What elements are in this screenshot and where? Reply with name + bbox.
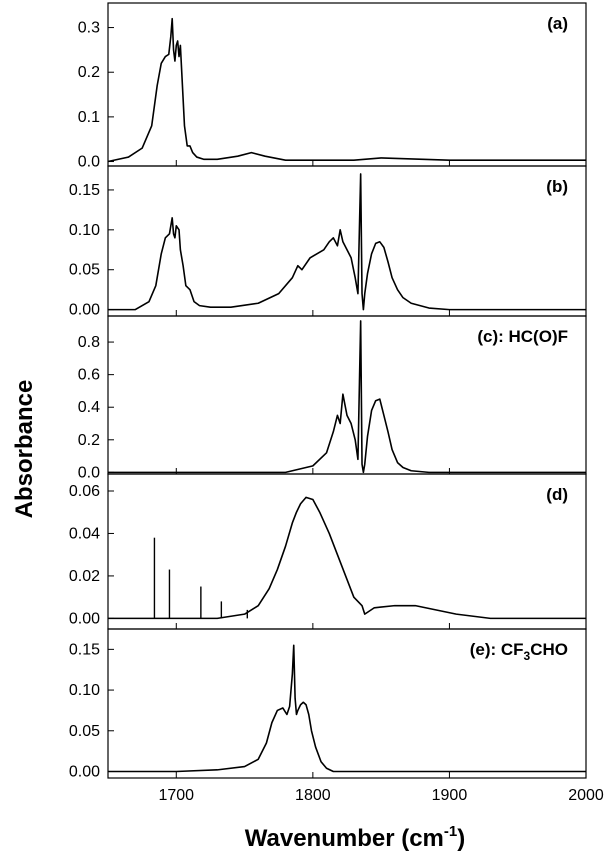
x-axis-title-unit-close: ) <box>457 825 465 852</box>
y-tick-label: 0.00 <box>69 610 100 627</box>
panel-3: 0.0 0.2 0.4 0.6 0.8 (c): HC(O)F <box>78 315 587 481</box>
x-axis-title-unit: (cm <box>401 825 444 852</box>
panel-2: 0.00 0.05 0.10 0.15 (b) <box>69 165 587 319</box>
y-tick-label: 0.10 <box>69 222 100 239</box>
panels-group: 0.0 0.1 0.2 0.3 (a) 0.00 0.05 0.10 0.15 (b) 0.0 0.2… <box>69 2 604 804</box>
panel-label: (c): HC(O)F <box>477 327 568 346</box>
spectrum-line <box>108 644 586 773</box>
y-tick-label: 0.0 <box>78 464 100 481</box>
y-tick-label: 0.2 <box>78 64 100 81</box>
x-tick-label: 1700 <box>158 787 194 804</box>
y-tick-label: 0.15 <box>69 641 100 658</box>
panel-frame <box>107 628 587 779</box>
x-tick-label: 2000 <box>568 787 604 804</box>
y-tick-label: 0.15 <box>69 182 100 199</box>
y-tick-label: 0.00 <box>69 302 100 319</box>
panel-label-text: (d) <box>546 485 568 504</box>
y-tick-label: 0.2 <box>78 432 100 449</box>
y-axis-title: Absorbance <box>11 380 38 519</box>
y-tick-label: 0.05 <box>69 262 100 279</box>
y-tick-label: 0.10 <box>69 682 100 699</box>
panel-1: 0.0 0.1 0.2 0.3 (a) <box>78 2 587 171</box>
panel-label-text: (c): HC(O)F <box>477 327 568 346</box>
y-tick-label: 0.02 <box>69 568 100 585</box>
panel-frame <box>107 2 587 167</box>
spectrum-line <box>108 320 586 474</box>
x-axis-title: Wavenumber (cm-1) <box>245 823 466 852</box>
y-tick-label: 0.8 <box>78 334 100 351</box>
x-axis-title-unit-sup: -1 <box>444 823 457 840</box>
x-tick-label: 1900 <box>432 787 468 804</box>
y-tick-label: 0.4 <box>78 399 100 416</box>
spectrum-line <box>108 496 586 620</box>
spectrum-line <box>108 173 586 311</box>
panel-label-text: (e): CF <box>470 640 524 659</box>
panel-5: 0.00 0.05 0.10 0.15 (e): CF3CHO <box>69 628 587 780</box>
y-tick-label: 0.04 <box>69 525 100 542</box>
panel-label-text: (b) <box>546 177 568 196</box>
panel-4: 0.00 0.02 0.04 0.06 (d) <box>69 473 587 630</box>
panel-frame <box>107 473 587 630</box>
x-tick-label: 1800 <box>295 787 331 804</box>
y-tick-label: 0.0 <box>78 154 100 171</box>
panel-label-text: (a) <box>547 14 568 33</box>
panel-label: (a) <box>547 14 568 33</box>
y-tick-label: 0.00 <box>69 763 100 780</box>
panel-label: (d) <box>546 485 568 504</box>
panel-label: (e): CF3CHO <box>470 640 568 663</box>
spectrum-line <box>107 17 586 163</box>
y-tick-label: 0.3 <box>78 20 100 37</box>
y-tick-label: 0.1 <box>78 109 100 126</box>
panel-label-subscript: 3 <box>524 649 531 663</box>
y-tick-label: 0.05 <box>69 723 100 740</box>
y-tick-label: 0.6 <box>78 367 100 384</box>
x-axis-title-main: Wavenumber <box>245 825 395 852</box>
panel-label-tail: CHO <box>530 640 568 659</box>
y-tick-label: 0.06 <box>69 483 100 500</box>
panel-label: (b) <box>546 177 568 196</box>
